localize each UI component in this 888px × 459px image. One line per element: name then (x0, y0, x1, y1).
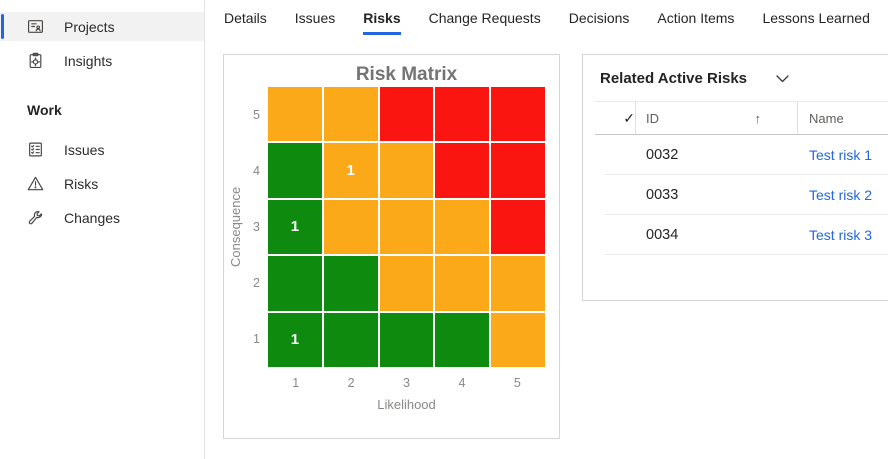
matrix-cell-l2-c2[interactable] (323, 256, 378, 311)
risk-name-link[interactable]: Test risk 1 (809, 147, 873, 163)
sidebar-section-work: Work (27, 102, 62, 118)
main-content: Details Issues Risks Change Requests Decisio… (206, 0, 888, 459)
tab-risks[interactable]: Risks (363, 10, 401, 35)
risks-table-body: 0032 Test risk 1 0033 Test risk 2 0034 Test r… (595, 135, 888, 255)
related-risks-title: Related Active Risks (600, 70, 748, 87)
matrix-cell-l1-c1[interactable]: 1 (268, 312, 322, 367)
x-tick: 5 (513, 376, 521, 390)
x-axis-ticks: 1 2 3 4 5 (268, 376, 545, 390)
y-tick: 4 (253, 164, 260, 178)
sidebar-item-label: Risks (64, 175, 99, 192)
tab-bar: Details Issues Risks Change Requests Decisio… (206, 0, 888, 35)
risk-id-cell: 0033 (635, 175, 797, 215)
warning-triangle-icon (27, 175, 44, 192)
sidebar: Projects Insights Work Issues Risks Changes (0, 0, 205, 459)
matrix-cell-l1-c3[interactable]: 1 (268, 199, 322, 255)
x-tick: 4 (458, 376, 466, 390)
matrix-cell-l4-c1[interactable] (435, 312, 490, 367)
sidebar-item-label: Insights (64, 52, 113, 69)
y-tick: 1 (253, 332, 260, 346)
matrix-cell-l4-c4[interactable] (435, 143, 490, 198)
column-header-id[interactable]: ID ↑ (635, 102, 797, 134)
tab-details[interactable]: Details (224, 10, 267, 26)
y-tick: 2 (253, 276, 260, 290)
matrix-cell-l5-c2[interactable] (491, 256, 545, 311)
matrix-cell-l5-c5[interactable] (491, 87, 545, 142)
sort-ascending-icon: ↑ (754, 110, 762, 126)
projects-icon (27, 18, 44, 35)
matrix-cell-l4-c5[interactable] (435, 87, 490, 142)
matrix-cell-l3-c5[interactable] (379, 87, 434, 142)
risk-row[interactable]: 0033 Test risk 2 (595, 175, 888, 215)
y-tick: 5 (253, 108, 260, 122)
matrix-cell-l2-c1[interactable] (323, 312, 378, 367)
matrix-cell-l2-c3[interactable] (323, 199, 378, 255)
risk-id: 0034 (646, 227, 679, 243)
x-axis-label: Likelihood (377, 397, 436, 412)
matrix-cell-l4-c3[interactable] (435, 199, 490, 255)
risk-id-cell: 0032 (635, 135, 797, 175)
tab-change-requests[interactable]: Change Requests (428, 10, 541, 26)
sidebar-item-label: Changes (64, 209, 121, 226)
tab-decisions[interactable]: Decisions (568, 10, 630, 26)
matrix-cell-l1-c2[interactable] (268, 256, 322, 311)
sidebar-item-label: Issues (64, 141, 105, 158)
matrix-cell-l5-c4[interactable] (491, 143, 545, 198)
risk-row[interactable]: 0032 Test risk 1 (595, 135, 888, 175)
x-tick: 2 (347, 376, 355, 390)
risk-id: 0032 (646, 147, 679, 163)
risk-name-cell: Test risk 3 (797, 215, 888, 255)
sidebar-nav-work: Issues Risks Changes (0, 135, 204, 232)
tab-lessons-learned[interactable]: Lessons Learned (762, 10, 870, 26)
issues-checklist-icon (27, 141, 44, 158)
risk-name-link[interactable]: Test risk 2 (809, 187, 873, 203)
matrix-cell-l1-c4[interactable] (268, 143, 322, 198)
risk-id-cell: 0034 (635, 215, 797, 255)
risk-id: 0033 (646, 187, 679, 203)
sidebar-item-risks[interactable]: Risks (0, 169, 204, 198)
chevron-down-icon[interactable] (774, 73, 791, 85)
sidebar-nav-main: Projects Insights (0, 12, 204, 75)
x-tick: 3 (403, 376, 410, 390)
matrix-cell-l1-c5[interactable] (268, 87, 322, 142)
insights-icon (27, 52, 44, 69)
x-tick: 1 (292, 376, 300, 390)
matrix-cell-l5-c1[interactable] (491, 312, 545, 367)
sidebar-item-changes[interactable]: Changes (0, 203, 204, 232)
matrix-cell-l3-c2[interactable] (379, 256, 434, 311)
sidebar-item-insights[interactable]: Insights (0, 46, 204, 75)
sidebar-item-label: Projects (64, 18, 115, 35)
chart-title: Risk Matrix (355, 64, 458, 85)
wrench-icon (27, 209, 44, 226)
matrix-cell-l2-c5[interactable] (323, 87, 378, 142)
matrix-cell-l3-c3[interactable] (379, 199, 434, 255)
matrix-cell-l2-c4[interactable]: 1 (323, 143, 378, 198)
risks-table-header: ✓ ID ↑ Name (595, 101, 888, 135)
risk-name-link[interactable]: Test risk 3 (809, 227, 873, 243)
related-risks-card: Related Active Risks ✓ ID ↑ Name (582, 54, 888, 301)
tab-issues[interactable]: Issues (294, 10, 336, 26)
risk-row[interactable]: 0034 Test risk 3 (595, 215, 888, 255)
tab-action-items[interactable]: Action Items (657, 10, 735, 26)
risk-name-cell: Test risk 2 (797, 175, 888, 215)
y-axis-ticks: 5 4 3 2 1 (238, 87, 260, 367)
y-tick: 3 (253, 220, 260, 234)
matrix-cell-l3-c4[interactable] (379, 143, 434, 198)
risks-table: ✓ ID ↑ Name 0032 Test risk 1 0033 Test risk… (595, 101, 888, 255)
sidebar-item-issues[interactable]: Issues (0, 135, 204, 164)
sidebar-item-projects[interactable]: Projects (0, 12, 204, 41)
related-risks-header: Related Active Risks (583, 55, 888, 87)
matrix-cell-l4-c2[interactable] (435, 256, 490, 311)
matrix-cell-l3-c1[interactable] (379, 312, 434, 367)
risk-name-cell: Test risk 1 (797, 135, 888, 175)
select-all-checkmark-icon[interactable]: ✓ (623, 109, 635, 126)
matrix-cell-l5-c3[interactable] (491, 199, 545, 255)
column-header-name[interactable]: Name (797, 102, 888, 134)
